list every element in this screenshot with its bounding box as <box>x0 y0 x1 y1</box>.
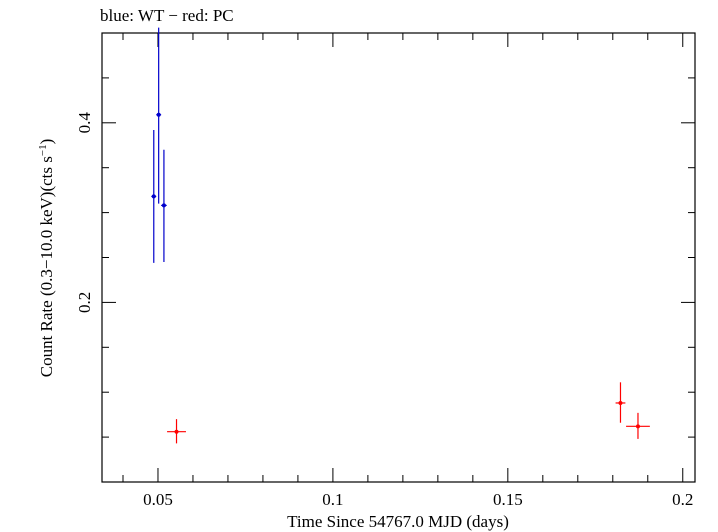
y-tick-label: 0.4 <box>75 112 94 134</box>
y-axis: 0.2 0.4 <box>75 32 695 438</box>
y-axis-title: Count Rate (0.3−10.0 keV)(cts s−1) <box>37 139 56 378</box>
data-series <box>151 27 650 444</box>
data-point <box>618 400 623 405</box>
x-tick-label: 0.2 <box>672 490 693 509</box>
x-axis-title: Time Since 54767.0 MJD (days) <box>287 512 509 531</box>
chart-title: blue: WT − red: PC <box>100 6 234 25</box>
data-point <box>151 194 156 199</box>
series-1 <box>167 382 650 444</box>
data-point <box>156 112 161 117</box>
x-axis: 0.05 0.1 0.15 0.2 <box>122 33 693 509</box>
data-point <box>161 203 166 208</box>
y-axis-title-end: ) <box>37 139 56 145</box>
y-tick-label: 0.2 <box>75 292 94 313</box>
x-tick-label: 0.1 <box>322 490 343 509</box>
data-point <box>174 429 179 434</box>
data-point <box>635 424 640 429</box>
x-tick-label: 0.15 <box>493 490 523 509</box>
y-axis-title-main: Count Rate (0.3−10.0 keV)(cts s <box>37 156 56 377</box>
y-axis-title-superscript: −1 <box>37 144 49 156</box>
series-0 <box>151 27 167 263</box>
plot-frame <box>101 32 696 483</box>
x-tick-label: 0.05 <box>143 490 173 509</box>
